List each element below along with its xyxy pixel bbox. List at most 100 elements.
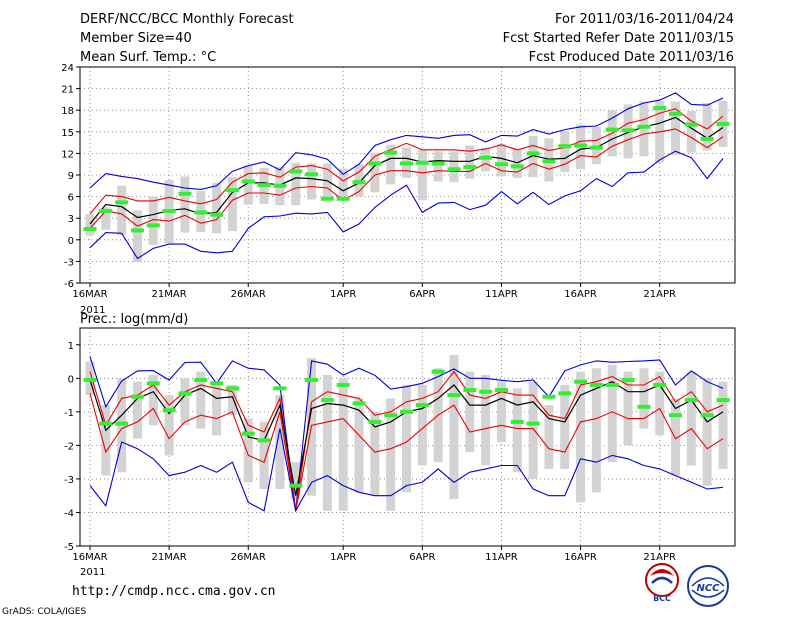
- precip-ytick-label: 1: [68, 341, 74, 352]
- temperature-x-axis: 16MAR 21MAR 26MAR 1APR 6APR 11APR 16APR 21APR: [72, 283, 676, 300]
- temp-min-line: [89, 150, 724, 260]
- precip-ensemble-box: [386, 398, 396, 511]
- temp-observed-mark: [130, 228, 144, 233]
- precip-ensemble-box: [576, 371, 586, 503]
- bcc-logo-ring: [645, 563, 679, 597]
- temp-ensemble-box: [528, 136, 538, 178]
- bcc-logo-swirl: [650, 569, 674, 576]
- temp-ensemble-box: [117, 185, 127, 235]
- precip-ensemble-box: [607, 364, 617, 463]
- temperature-ensemble-boxes: [85, 100, 728, 263]
- precip-ensemble-box: [259, 421, 269, 489]
- temp-xtick-label: 26MAR: [231, 289, 266, 300]
- precip-upper-line: [89, 370, 724, 511]
- precip-observed-mark: [463, 388, 477, 393]
- precip-observed-mark: [257, 438, 271, 443]
- forecast-period-label: For 2011/03/16-2011/04/24: [555, 12, 734, 27]
- temp-ytick-label: -3: [64, 257, 74, 268]
- precip-ensemble-box: [275, 395, 285, 489]
- precip-observed-mark: [589, 383, 603, 388]
- temp-observed-mark: [653, 106, 667, 111]
- temp-observed-mark: [479, 155, 493, 160]
- precip-observed-mark: [384, 413, 398, 418]
- ncc-logo: NCC: [687, 565, 729, 607]
- precip-ensemble-box: [496, 381, 506, 443]
- temp-ensemble-box: [560, 131, 570, 173]
- precip-ensemble-box: [243, 418, 253, 483]
- ncc-logo-ring: [687, 565, 729, 607]
- temp-observed-mark: [621, 128, 635, 133]
- precip-ensemble-box: [702, 378, 712, 486]
- precip-observed-mark: [653, 383, 667, 388]
- temp-observed-mark: [83, 227, 97, 231]
- precip-ensemble-box: [528, 381, 538, 479]
- temp-ensemble-box: [85, 213, 95, 236]
- precip-ensemble-box: [671, 398, 681, 476]
- precip-ensemble-box: [354, 398, 364, 493]
- precip-ensemble-box: [623, 371, 633, 446]
- precip-observed-mark: [716, 398, 730, 403]
- temp-observed-mark: [336, 196, 350, 201]
- temp-ytick-label: 9: [68, 171, 74, 182]
- precip-max-line: [89, 356, 724, 511]
- temp-observed-mark: [700, 137, 714, 141]
- temperature-y-axis: -6 -3 0 3 6 9 12 15 18 21 24: [61, 63, 80, 290]
- temp-ytick-label: 0: [68, 236, 74, 247]
- precip-observed-mark: [210, 381, 224, 386]
- precip-observed-mark: [115, 421, 129, 426]
- temp-xtick-label: 1APR: [330, 289, 356, 300]
- precip-ytick-label: -5: [64, 542, 74, 553]
- temp-observed-mark: [257, 183, 271, 188]
- precip-observed-mark: [368, 419, 382, 424]
- temp-observed-mark: [225, 188, 239, 193]
- temp-ytick-label: 3: [68, 214, 74, 225]
- start-date-label: Fcst Started Refer Date 2011/03/15: [503, 31, 734, 46]
- precip-ensemble-box: [180, 378, 190, 426]
- bcc-logo-wave: [651, 576, 673, 584]
- precip-xtick-label: 21APR: [643, 552, 676, 563]
- temp-ensemble-box: [148, 196, 158, 245]
- temp-observed-mark: [368, 161, 382, 166]
- precip-ensemble-box: [101, 405, 111, 476]
- temperature-observed-marks: [83, 106, 730, 233]
- grads-credit: GrADS: COLA/IGES: [2, 607, 86, 617]
- temp-xtick-label: 21MAR: [152, 289, 187, 300]
- precip-ensemble-box: [417, 385, 427, 466]
- temp-ensemble-box: [291, 162, 301, 206]
- bcc-logo: BCC: [645, 563, 679, 603]
- temp-ensemble-box: [227, 177, 237, 232]
- temp-observed-mark: [384, 150, 398, 155]
- precip-y-axis: -5 -4 -3 -2 -1 0 1: [64, 341, 80, 553]
- temp-observed-mark: [273, 183, 287, 188]
- temp-xtick-label: 11APR: [485, 289, 518, 300]
- precip-xtick-label: 6APR: [409, 552, 435, 563]
- precip-xtick-label: 16MAR: [72, 552, 107, 563]
- temp-ytick-label: 24: [61, 63, 74, 74]
- precip-observed-mark: [289, 483, 303, 488]
- temp-ensemble-box: [132, 210, 142, 263]
- precip-observed-mark: [320, 398, 334, 403]
- temp-observed-mark: [605, 127, 619, 132]
- precip-ensemble-box: [639, 368, 649, 429]
- temp-ytick-label: 6: [68, 193, 74, 204]
- produced-date-label: Fcst Produced Date 2011/03/16: [529, 50, 734, 65]
- precip-observed-mark: [273, 386, 287, 391]
- temp-observed-mark: [574, 143, 588, 148]
- temp-observed-mark: [589, 145, 603, 150]
- precip-ensemble-box: [591, 368, 601, 493]
- precip-ensemble-box: [322, 374, 332, 511]
- temp-observed-mark: [320, 196, 334, 201]
- precip-ensemble-box: [686, 371, 696, 466]
- temp-observed-mark: [447, 167, 461, 172]
- temp-xtick-label: 6APR: [409, 289, 435, 300]
- precip-observed-mark: [400, 409, 413, 414]
- precip-lower-line: [89, 393, 724, 511]
- temp-observed-mark: [669, 111, 683, 116]
- precip-ensemble-box: [164, 395, 174, 456]
- precip-observed-mark: [431, 369, 445, 374]
- bcc-logo-text: BCC: [653, 594, 671, 603]
- precip-ensemble-box: [481, 374, 491, 466]
- temp-observed-mark: [352, 180, 366, 185]
- temp-observed-mark: [637, 124, 651, 129]
- temp-observed-mark: [400, 161, 413, 166]
